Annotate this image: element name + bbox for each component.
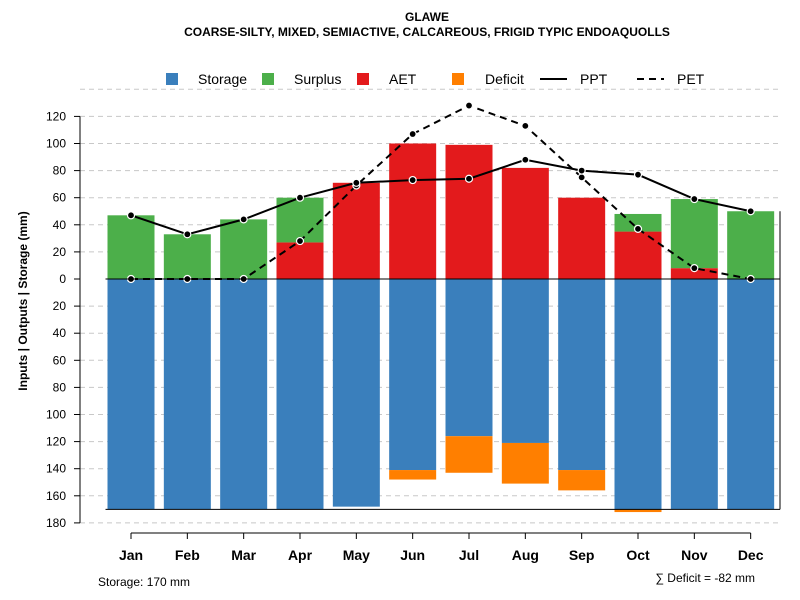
ppt-point [521, 155, 530, 164]
y-tick-label: 120 [46, 109, 66, 123]
surplus-bar [614, 213, 662, 232]
ppt-point [126, 211, 136, 220]
chart-title: GLAWE [405, 10, 449, 24]
surplus-bar [276, 197, 324, 243]
storage-bar [501, 279, 549, 443]
storage-bar [332, 279, 380, 507]
pet-point [408, 129, 417, 139]
surplus-bar [163, 234, 211, 279]
aet-bar [614, 231, 662, 279]
legend-label-deficit: Deficit [485, 71, 524, 87]
x-tick-label: Apr [288, 547, 313, 563]
legend-label-surplus: Surplus [294, 71, 341, 87]
aet-bar [389, 143, 437, 279]
storage-bar [558, 279, 606, 471]
y-tick-label: 60 [53, 353, 67, 367]
ppt-point [464, 174, 474, 183]
ppt-point [746, 207, 755, 216]
deficit-bar [501, 442, 549, 484]
aet-bar [558, 197, 606, 279]
bars [107, 143, 775, 513]
axes: 180 160 140 120 100 80 60 40 20 0 20 40 60 80 100 120 Ja… [46, 109, 781, 563]
x-tick-label: Mar [231, 547, 256, 563]
legend-label-storage: Storage [198, 71, 247, 87]
ppt-point [295, 193, 305, 202]
deficit-bar [614, 509, 662, 513]
ppt-line [130, 158, 751, 236]
x-tick-label: Jun [400, 547, 425, 563]
storage-bar [670, 279, 718, 510]
y-tick-label: 40 [53, 218, 67, 232]
x-tick-label: Sep [569, 547, 595, 563]
y-tick-label: 100 [46, 408, 66, 422]
y-tick-label: 20 [53, 245, 67, 259]
y-tick-label: 20 [53, 299, 67, 313]
y-tick-label: 80 [53, 380, 67, 394]
storage-note: Storage: 170 mm [98, 575, 190, 589]
deficit-note: ∑ Deficit = -82 mm [655, 571, 755, 585]
pet-point [690, 264, 699, 273]
pet-point [464, 101, 474, 110]
pet-point [521, 121, 530, 130]
legend-label-ppt: PPT [580, 71, 608, 87]
x-tick-label: Nov [681, 547, 708, 563]
legend-swatch-storage [166, 73, 178, 85]
x-tick-label: Jan [119, 547, 143, 563]
x-tick-label: Aug [512, 547, 539, 563]
ppt-point [690, 194, 699, 204]
deficit-bar [558, 470, 606, 491]
storage-bar [163, 279, 211, 510]
storage-bar [727, 279, 775, 510]
surplus-bar [107, 215, 155, 279]
ppt-point [352, 178, 361, 187]
y-tick-label: 0 [59, 272, 66, 286]
storage-bar [389, 279, 437, 471]
y-tick-label: 120 [46, 435, 66, 449]
chart-subtitle: COARSE-SILTY, MIXED, SEMIACTIVE, CALCARE… [184, 25, 670, 39]
legend-swatch-deficit [452, 73, 464, 85]
legend-swatch-surplus [262, 73, 274, 85]
y-tick-label: 100 [46, 137, 66, 151]
surplus-bar [727, 211, 775, 279]
deficit-bar [389, 470, 437, 480]
pet-point [577, 173, 586, 182]
legend-label-aet: AET [389, 71, 417, 87]
ppt-point [239, 215, 248, 224]
pet-point [633, 224, 643, 233]
aet-bar [501, 167, 549, 279]
surplus-bar [220, 219, 268, 279]
aet-bar [445, 144, 493, 279]
storage-bar [220, 279, 268, 510]
ppt-point [408, 175, 417, 185]
legend-label-pet: PET [677, 71, 705, 87]
storage-bar [445, 279, 493, 437]
storage-bar [107, 279, 155, 510]
x-tick-label: Dec [738, 547, 764, 563]
x-tick-label: May [343, 547, 370, 563]
aet-bar [276, 242, 324, 279]
x-tick-label: Jul [459, 547, 479, 563]
ppt-point [633, 170, 643, 179]
storage-bar [614, 279, 662, 510]
y-tick-label: 140 [46, 462, 66, 476]
pet-point [295, 236, 305, 246]
aet-bar [332, 182, 380, 279]
x-tick-label: Feb [175, 547, 200, 563]
legend: Storage Surplus AET Deficit PPT PET [166, 71, 705, 87]
ppt-point [183, 230, 192, 239]
y-tick-label: 180 [46, 516, 66, 530]
y-tick-label: 60 [53, 191, 67, 205]
legend-swatch-aet [357, 73, 369, 85]
lines [126, 101, 755, 284]
storage-bar [276, 279, 324, 510]
y-axis-label: Inputs | Outputs | Storage (mm) [16, 211, 30, 390]
y-tick-label: 40 [53, 326, 67, 340]
y-tick-label: 160 [46, 489, 66, 503]
deficit-bar [445, 436, 493, 473]
aet-bar [670, 268, 718, 279]
x-tick-label: Oct [626, 547, 650, 563]
ppt-point [577, 166, 586, 175]
y-tick-label: 80 [53, 164, 67, 178]
